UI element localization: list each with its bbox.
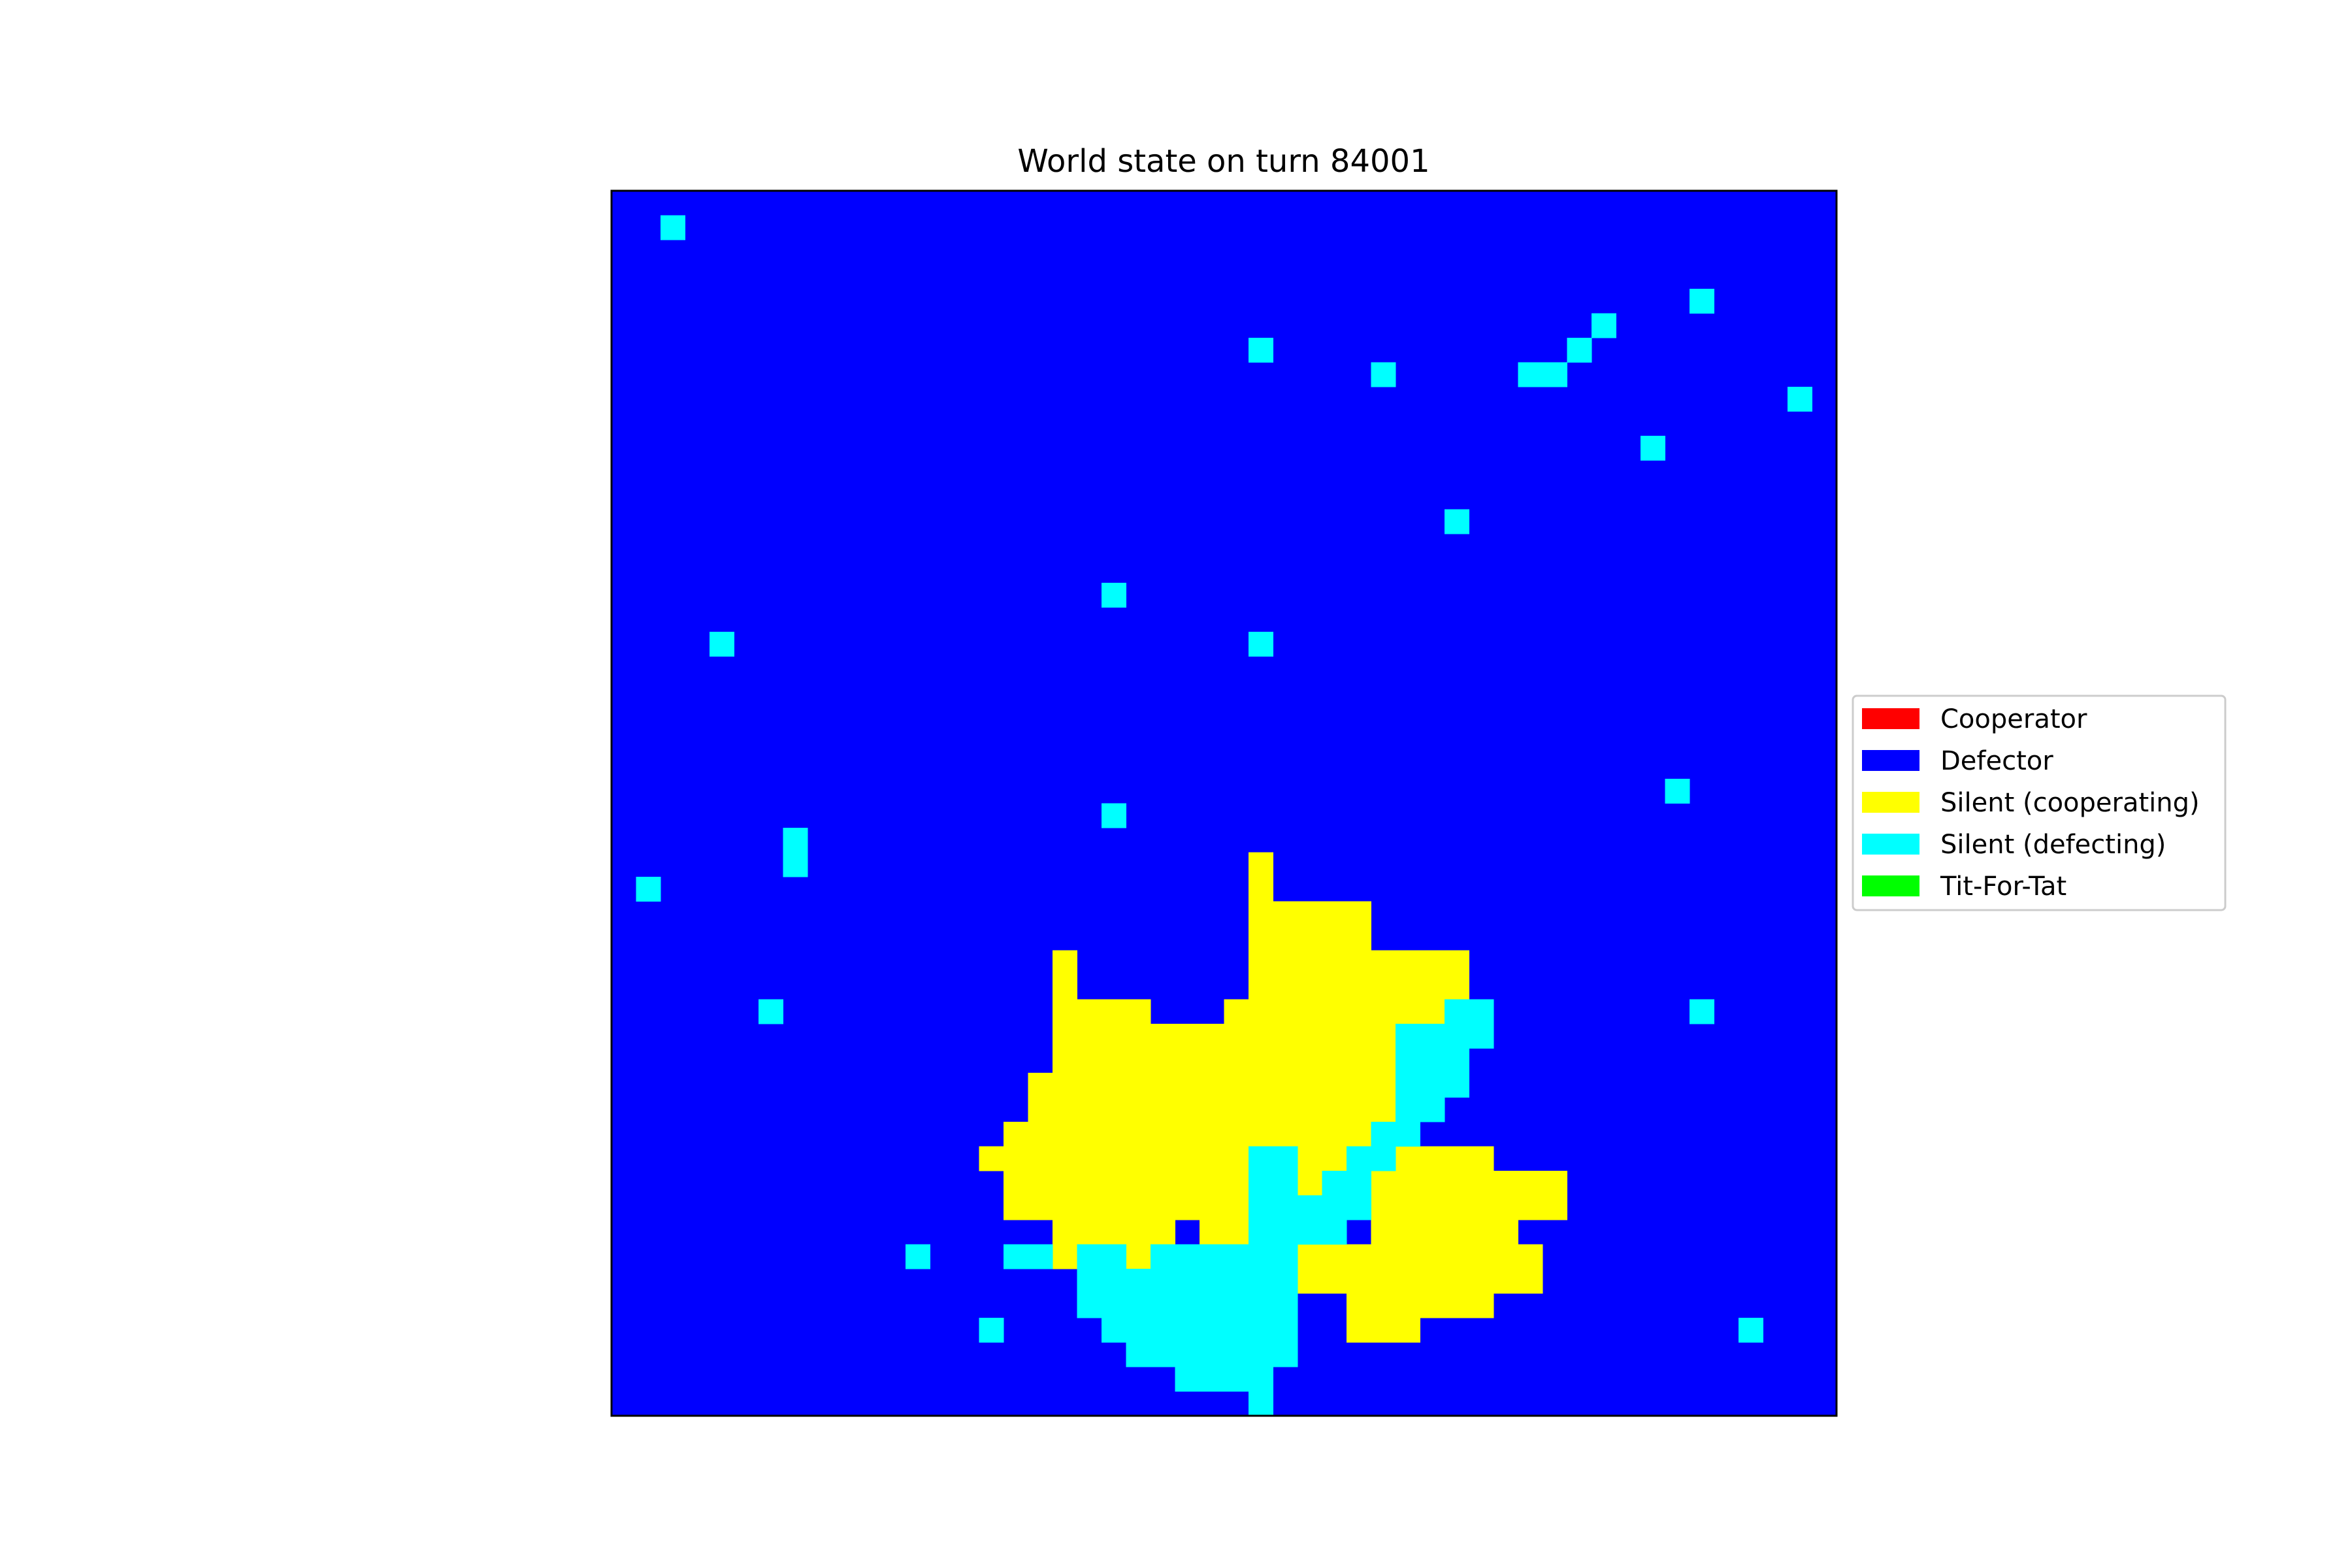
- heatmap-cell: [1396, 1146, 1494, 1171]
- heatmap-cell: [1739, 1318, 1763, 1343]
- heatmap-cell: [1004, 1244, 1053, 1269]
- heatmap-cell: [1053, 1244, 1077, 1269]
- heatmap-cell: [1665, 779, 1690, 804]
- heatmap-cell: [1175, 1367, 1273, 1392]
- heatmap-cell: [1371, 1220, 1518, 1245]
- heatmap-cell: [1788, 387, 1812, 412]
- heatmap-cell: [1151, 1220, 1175, 1245]
- heatmap-cell: [1249, 632, 1273, 657]
- heatmap-cell: [1445, 999, 1494, 1024]
- heatmap-cell: [1077, 1244, 1126, 1269]
- heatmap-cell: [1396, 1048, 1469, 1073]
- heatmap-cell: [1224, 999, 1469, 1024]
- heatmap-cell: [1249, 950, 1469, 975]
- legend: Cooperator Defector Silent (cooperating) Si…: [1852, 694, 2227, 911]
- heatmap-cell: [1102, 803, 1126, 828]
- heatmap-cell: [1249, 1195, 1371, 1220]
- heatmap-cell: [1567, 338, 1592, 363]
- heatmap-cell: [1592, 313, 1616, 338]
- heatmap-cell: [1690, 289, 1714, 314]
- legend-label: Tit-For-Tat: [1940, 872, 2066, 902]
- heatmap-cell: [1298, 1244, 1543, 1269]
- heatmap-cell: [1249, 926, 1371, 951]
- legend-label: Silent (defecting): [1940, 830, 2166, 860]
- heatmap-cell: [1126, 1244, 1151, 1269]
- heatmap-cell: [783, 852, 808, 877]
- heatmap-cell: [1077, 1269, 1298, 1294]
- heatmap-cell: [1151, 1244, 1298, 1269]
- heatmap-cell: [1053, 950, 1077, 975]
- legend-label: Cooperator: [1940, 704, 2087, 734]
- heatmap-cell: [1249, 1391, 1273, 1416]
- heatmap-cell: [1028, 1097, 1396, 1122]
- heatmap-cell: [1249, 975, 1469, 1000]
- heatmap-cell: [1249, 1146, 1298, 1171]
- heatmap-cell: [1396, 1024, 1494, 1049]
- heatmap-cell: [1053, 1024, 1396, 1049]
- heatmap-cell: [710, 632, 734, 657]
- heatmap-cell: [1053, 975, 1077, 1000]
- heatmap-cell: [1347, 1293, 1494, 1318]
- heatmap-cell: [1690, 999, 1714, 1024]
- chart-title: World state on turn 84001: [1017, 143, 1429, 180]
- heatmap-cell: [1077, 1293, 1298, 1318]
- heatmap-cell: [1249, 852, 1273, 877]
- legend-swatch: [1862, 834, 1919, 855]
- heatmap-cell: [1396, 1097, 1445, 1122]
- legend-box: [1852, 694, 2227, 911]
- heatmap-cell: [1518, 362, 1567, 387]
- plot-area: [612, 191, 1837, 1416]
- heatmap-cell: [1396, 1073, 1469, 1098]
- heatmap-cell: [1004, 1171, 1249, 1196]
- legend-swatch: [1862, 792, 1919, 813]
- heatmap-cell: [1249, 338, 1273, 363]
- heatmap-cell: [1102, 583, 1126, 608]
- heatmap-cell: [1347, 1146, 1396, 1171]
- legend-swatch: [1862, 875, 1919, 896]
- heatmap-cell: [1298, 1269, 1543, 1294]
- legend-swatch: [1862, 750, 1919, 771]
- heatmap-cell: [636, 877, 661, 902]
- legend-label: Silent (cooperating): [1940, 788, 2200, 818]
- heatmap-cell: [759, 999, 783, 1024]
- heatmap-cell: [1347, 1318, 1420, 1343]
- heatmap-cell: [1004, 1122, 1396, 1147]
- heatmap-cell: [1200, 1220, 1249, 1245]
- heatmap-cell: [1371, 362, 1396, 387]
- heatmap-cell: [1445, 509, 1469, 534]
- heatmap-cell: [1053, 1220, 1151, 1245]
- heatmap-cell: [1053, 1048, 1396, 1073]
- heatmap-cell: [1371, 1171, 1567, 1196]
- heatmap-cell: [661, 215, 685, 240]
- heatmap-cell: [1126, 1342, 1298, 1367]
- heatmap-cell: [1028, 1073, 1396, 1098]
- heatmap-cell: [1322, 1171, 1371, 1196]
- heatmap-cell: [1249, 1171, 1298, 1196]
- heatmap-cell: [1371, 1122, 1420, 1147]
- heatmap-cell: [1053, 999, 1151, 1024]
- heatmap-cell: [1249, 877, 1273, 902]
- heatmap-cell: [1102, 1318, 1298, 1343]
- legend-label: Defector: [1940, 746, 2053, 776]
- heatmap-cell: [979, 1318, 1004, 1343]
- heatmap-cell: [906, 1244, 930, 1269]
- heatmap-cell: [783, 828, 808, 853]
- plot-frame: [610, 189, 1838, 1417]
- heatmap-cell: [1371, 1195, 1567, 1220]
- legend-swatch: [1862, 708, 1919, 729]
- heatmap-cell: [1249, 1220, 1347, 1245]
- heatmap-cell: [1641, 436, 1665, 461]
- heatmap-cell: [1249, 901, 1371, 926]
- heatmap-cell: [1298, 1171, 1322, 1196]
- heatmap-cell: [1004, 1195, 1249, 1220]
